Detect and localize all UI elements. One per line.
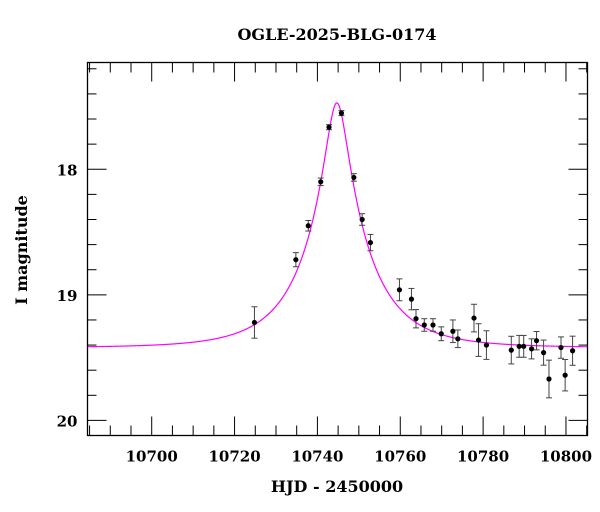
data-point-marker: [367, 239, 374, 246]
data-point: [528, 338, 535, 360]
data-point: [421, 318, 428, 332]
data-point-marker: [438, 331, 444, 337]
data-point-marker: [359, 216, 365, 223]
data-point-marker: [413, 316, 419, 322]
data-point-marker: [471, 315, 477, 321]
data-point-marker: [455, 336, 461, 342]
data-point-marker: [475, 337, 482, 343]
x-tick-label: 10760: [374, 448, 426, 466]
y-axis-label: I magnitude: [12, 195, 31, 305]
data-point-marker: [540, 350, 547, 356]
x-axis-label: HJD - 2450000: [271, 477, 403, 496]
data-point: [429, 318, 436, 332]
data-point: [396, 278, 403, 302]
data-point-marker: [305, 223, 311, 229]
data-point-marker: [546, 376, 552, 382]
model-curve-group: [87, 102, 588, 348]
data-point: [317, 177, 324, 187]
data-point-marker: [450, 328, 456, 334]
x-tick-label: 10780: [457, 448, 509, 466]
data-point-marker: [293, 257, 299, 263]
data-point: [475, 323, 482, 357]
data-point-marker: [338, 110, 345, 116]
data-point: [533, 331, 540, 351]
data-point-marker: [396, 287, 403, 293]
data-point-marker: [569, 348, 576, 354]
data-point: [540, 339, 547, 366]
data-point: [359, 213, 366, 226]
data-point: [508, 335, 515, 365]
plot-frame: [86, 61, 589, 437]
data-point: [413, 309, 420, 329]
y-tick-label: 18: [57, 161, 78, 179]
data-point-marker: [516, 343, 522, 349]
axis-ticks: 10700 10720 10740 10760 10780 10800 18 19 20: [57, 62, 592, 466]
x-tick-label: 10700: [126, 448, 178, 466]
data-point: [569, 335, 576, 366]
x-tick-label: 10720: [208, 448, 260, 466]
data-point-marker: [430, 322, 436, 328]
data-point-marker: [351, 174, 357, 181]
data-point-marker: [483, 342, 490, 348]
y-tick-label: 19: [57, 287, 78, 305]
data-point: [470, 303, 477, 333]
model-curve: [87, 102, 588, 348]
data-point-marker: [421, 322, 427, 328]
data-point: [545, 359, 552, 399]
data-point-marker: [251, 319, 258, 326]
data-point: [408, 287, 415, 311]
data-point: [438, 326, 445, 342]
data-point: [292, 252, 299, 268]
data-point-marker: [521, 343, 527, 349]
data-point: [338, 110, 345, 117]
data-point: [305, 219, 312, 232]
data-point-marker: [533, 338, 540, 344]
data-point: [454, 329, 461, 349]
data-point: [326, 124, 333, 131]
x-tick-label: 10800: [540, 448, 592, 466]
data-point-marker: [326, 124, 332, 130]
data-point: [557, 336, 564, 359]
data-point: [367, 233, 374, 252]
data-point: [520, 334, 527, 358]
data-point-marker: [508, 347, 514, 353]
chart-title: OGLE-2025-BLG-0174: [237, 25, 436, 44]
data-point: [251, 306, 258, 339]
data-point-marker: [558, 344, 564, 351]
data-point: [350, 173, 357, 182]
data-point-marker: [562, 372, 568, 378]
data-point: [562, 359, 569, 392]
data-point: [449, 319, 456, 344]
data-point-marker: [318, 179, 324, 185]
x-tick-label: 10740: [291, 448, 343, 466]
data-point: [483, 330, 490, 360]
data-point-marker: [528, 346, 535, 352]
data-points-group: [251, 110, 576, 399]
y-tick-label: 20: [57, 412, 78, 430]
data-point-marker: [408, 296, 415, 302]
